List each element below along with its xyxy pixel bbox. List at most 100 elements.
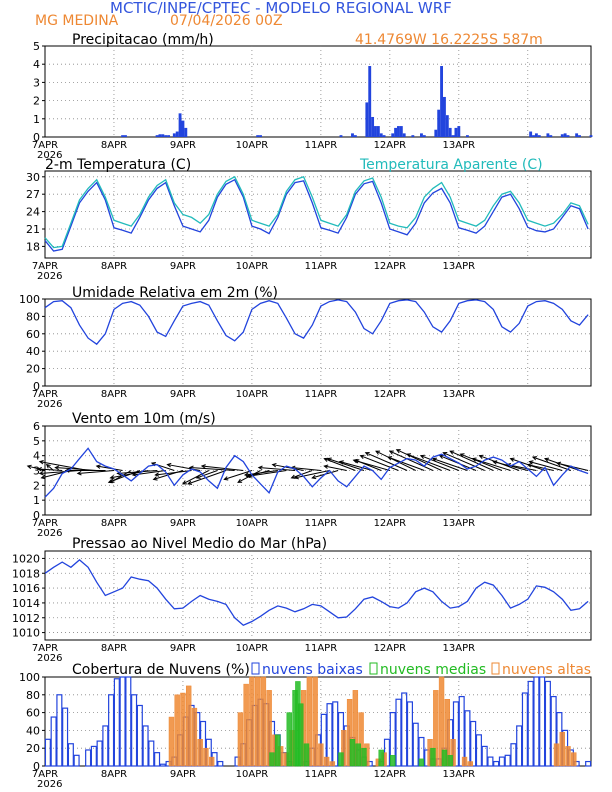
cloud-bar-nuvens-baixas: [585, 760, 592, 767]
precip-bar: [445, 115, 449, 137]
precip-bar: [371, 116, 375, 137]
wind-arrow: [527, 464, 554, 471]
wind-arrow-head: [419, 454, 425, 459]
precip-xtick-label: 13APR: [443, 140, 476, 151]
cloud-bar-nuvens-baixas: [62, 707, 69, 767]
wind-arrow-head: [406, 453, 412, 458]
wind-arrow-head: [38, 470, 44, 476]
cloud-bar-nuvens-baixas: [96, 740, 103, 767]
wind-arrow-head: [323, 464, 329, 469]
precip-bar: [454, 127, 458, 137]
cloud-bar-nuvens-baixas: [85, 749, 92, 767]
precip-bar: [394, 127, 398, 137]
wind-arrow-head: [442, 451, 448, 457]
temp-legend: Temperatura Aparente (C): [359, 157, 543, 173]
precip-bar: [365, 102, 369, 137]
precip-bar: [575, 133, 579, 137]
wind-arrow-head: [45, 463, 51, 469]
cloud-bar-nuvens-medias: [378, 749, 384, 767]
cloud-bar-nuvens-altas: [318, 743, 324, 767]
clouds-ytick-label: 0: [33, 760, 40, 773]
cloud-bar-nuvens-altas: [197, 739, 203, 767]
cloud-bar-nuvens-altas: [433, 690, 439, 767]
cloud-bar-nuvens-medias: [303, 743, 310, 767]
rh-ytick-label: 80: [26, 310, 40, 323]
temp-ytick-label: 27: [26, 188, 40, 201]
wind-arrow: [196, 470, 218, 479]
wind-ytick-label: 6: [33, 420, 40, 433]
run-date-label: 07/04/2026 00Z: [170, 13, 283, 29]
wind-arrow: [529, 461, 563, 471]
precip-bar: [172, 133, 176, 137]
cloud-bar-nuvens-altas: [191, 707, 198, 767]
wind-arrow-head: [290, 474, 296, 479]
wind-arrow: [291, 467, 321, 471]
rh-ytick-label: 40: [26, 345, 40, 358]
wind-arrow-head: [40, 474, 46, 480]
cloud-bar-nuvens-altas: [185, 685, 192, 767]
cloud-bar-nuvens-medias: [447, 755, 453, 767]
clouds-xtick-label: 8APR: [101, 769, 127, 780]
precip-bar: [164, 135, 168, 137]
cloud-bar-nuvens-altas: [254, 676, 261, 767]
wind-arrow-head: [478, 454, 484, 459]
rh-ytick-label: 20: [26, 363, 40, 376]
wind-ytick-label: 3: [33, 465, 40, 478]
wind-arrow-head: [293, 475, 300, 480]
precip-bar: [402, 133, 406, 137]
cloud-bar-nuvens-baixas: [516, 725, 523, 767]
temp-ytick-label: 24: [26, 206, 40, 219]
pressure-ytick-label: 1012: [12, 612, 40, 625]
cloud-bar-nuvens-altas: [237, 712, 244, 767]
wind-arrow-head: [54, 465, 60, 471]
rh-xtick-label: 7APR: [32, 389, 58, 400]
cloud-bar-nuvens-baixas: [67, 743, 74, 767]
cloud-bar-nuvens-baixas: [470, 720, 477, 767]
cloud-bar-nuvens-altas: [565, 746, 571, 767]
precip-bar: [448, 127, 452, 137]
precip-bar: [546, 133, 550, 137]
cloud-bar-nuvens-medias: [441, 749, 448, 767]
temp-ytick-label: 21: [26, 223, 40, 236]
precip-bar: [155, 135, 159, 137]
wind-arrow-head: [37, 466, 42, 472]
wind-arrow: [420, 455, 459, 471]
wind-xtick-label: 9APR: [170, 518, 196, 529]
clouds-xtick-label: 11APR: [305, 769, 338, 780]
rh-frame: [44, 298, 592, 387]
cloud-bar-nuvens-medias: [286, 712, 292, 767]
cloud-bar-nuvens-baixas: [131, 694, 138, 767]
precip-xtick-label: 12APR: [374, 140, 407, 151]
wind-arrow-head: [556, 461, 562, 467]
wind-arrow-head: [528, 460, 534, 465]
wind-arrow-head: [245, 473, 251, 479]
cloud-bar-nuvens-altas: [180, 692, 186, 767]
wind-arrow-head: [438, 454, 444, 460]
wind-arrow-head: [388, 450, 394, 455]
cloud-bar-nuvens-baixas: [56, 694, 63, 767]
cloud-bar-nuvens-altas: [438, 676, 445, 767]
temp-line-blue: [44, 178, 589, 252]
wind-arrow: [182, 470, 210, 485]
precip-bar: [532, 135, 535, 137]
wind-arrow-head: [492, 460, 498, 465]
pressure-xtick-label: 8APR: [101, 643, 127, 654]
wind-arrow: [443, 452, 485, 471]
precip-bar: [382, 135, 386, 137]
cloud-bar-nuvens-baixas: [148, 740, 155, 767]
precip-bar: [451, 135, 455, 137]
wind-arrow-head: [195, 474, 201, 479]
wind-arrow: [472, 458, 511, 471]
precip-bar: [457, 126, 461, 137]
pressure-panel: 1010 1012 1014 1016 1018 1020 7APR 8APR 9APR 10AP…: [12, 536, 592, 664]
precip-bar: [434, 129, 438, 137]
cloud-bar-nuvens-baixas: [406, 701, 414, 767]
precip-bar: [158, 134, 162, 137]
cloud-bar-nuvens-altas: [329, 761, 336, 767]
pressure-line-blue: [44, 559, 589, 626]
temp-ytick-label: 18: [26, 240, 40, 253]
precip-xtick-label: 9APR: [170, 140, 196, 151]
wind-ytick-label: 4: [33, 450, 40, 463]
clouds-ytick-label: 80: [26, 689, 40, 702]
